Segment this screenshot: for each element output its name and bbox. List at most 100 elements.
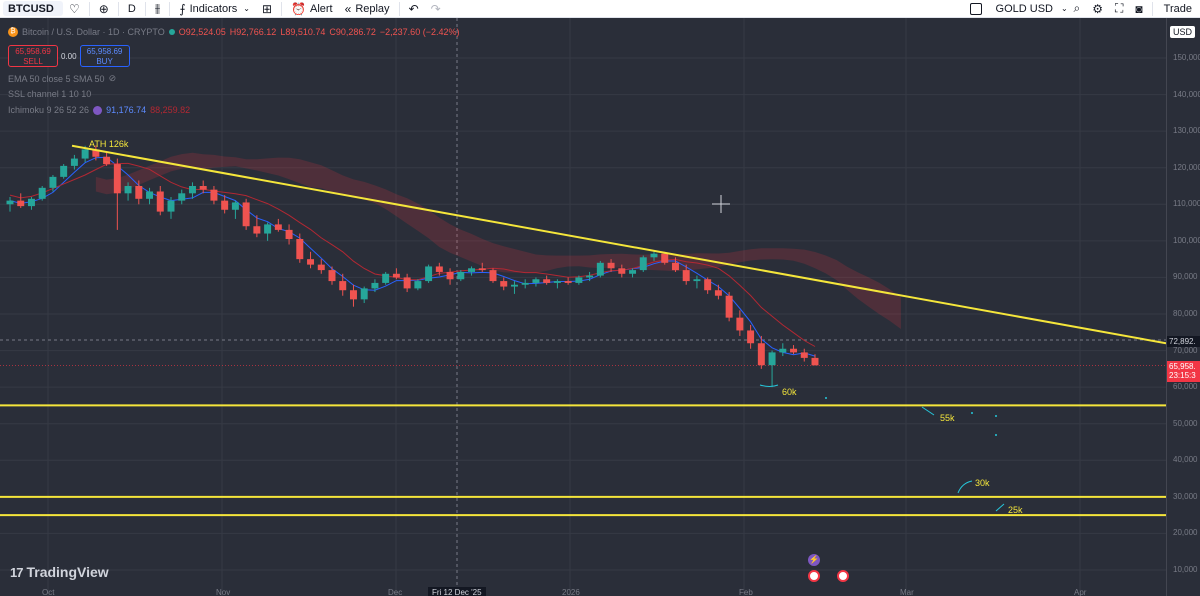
heart-icon[interactable]: ♡ [69,1,80,16]
candle-body [618,268,626,274]
candle-body [693,279,701,282]
symbol-legend[interactable]: ₿ Bitcoin / U.S. Dollar · 1D · CRYPTO O9… [8,27,459,37]
interval-button[interactable]: D [127,2,136,15]
us-flag-event-icon[interactable] [837,570,849,582]
price-tick: 20,000 [1173,528,1198,538]
alert-button[interactable]: ⏰ Alert [285,0,339,18]
candle-body [682,270,690,282]
candle-body [779,348,787,353]
trade-button[interactable]: Trade [1163,2,1192,15]
candle-body [564,281,572,283]
alert-label: Alert [310,2,333,15]
candle-body [113,164,121,194]
compare-symbol-label: GOLD USD [995,2,1053,15]
price-axis[interactable]: USD 150,000 140,000 130,000 120,000 110,000 1… [1166,18,1200,596]
replay-button[interactable]: « Replay [339,0,396,18]
crosshair-date-label: Fri 12 Dec '25 [428,587,486,596]
annotation-60k[interactable]: 60k [782,387,797,397]
currency-label[interactable]: USD [1170,26,1196,38]
compare-checkbox[interactable] [969,2,982,15]
candle-body [6,200,14,205]
dot-marker [995,415,997,417]
candle-body [188,186,196,194]
candle-body [629,270,637,274]
candles-icon[interactable]: ⫵ [154,1,161,15]
tradingview-wordmark: TradingView [26,564,109,580]
indicator-lines [9,156,816,357]
compare-plus-icon[interactable]: ⊕ [98,1,109,16]
chart-grid [0,18,1166,596]
candle-body [553,281,561,283]
ichimoku-value-2: 88,259.82 [150,105,191,115]
buy-button[interactable]: 65,958.69 BUY [79,45,130,67]
candle-body [457,271,465,280]
toolbar-right: GOLD USD ⌄ ⌕ ⚙ ⛶ ◙ Trade [969,0,1200,18]
annotation-ath[interactable]: ATH 126k [89,139,129,149]
annotation-25k[interactable]: 25k [1008,505,1023,515]
eye-hidden-icon[interactable]: ⊘ [108,73,117,83]
arrow-55k [921,406,935,416]
chart-pane[interactable]: ₿ Bitcoin / U.S. Dollar · 1D · CRYPTO O9… [0,18,1166,596]
candle-body [199,186,207,190]
compare-symbol-select[interactable]: GOLD USD ⌄ [990,0,1068,18]
sell-label: SELL [23,57,43,66]
price-tick: 140,000 [1173,89,1200,99]
candle-body [790,348,798,353]
candle-body [510,284,518,287]
ema-label: EMA 50 close 5 SMA 50 [8,73,105,84]
dot-marker [825,397,827,399]
indicators-button[interactable]: ⨍ Indicators ⌄ [173,0,256,18]
candle-body [92,149,100,157]
arrow-60k [759,384,779,387]
dot-marker [995,434,997,436]
candle-body [178,193,186,201]
redo-icon[interactable]: ↷ [430,1,441,16]
toolbar-divider [169,1,171,16]
chevron-down-icon: ⌄ [1060,4,1068,13]
annotation-55k[interactable]: 55k [940,413,955,423]
candle-body [81,149,89,159]
sell-price: 65,958.69 [15,47,51,56]
x-tick-dec: Dec [388,588,403,596]
candle-body [532,279,540,283]
conversion-line [9,156,816,357]
rewind-icon: « [344,1,352,16]
candle-body [489,270,497,282]
camera-icon[interactable]: ◙ [1135,1,1143,16]
drawings [71,144,1166,512]
lightning-event-icon[interactable]: ⚡ [808,554,820,566]
indicator-legend-ssl[interactable]: SSL channel 1 10 10 [8,89,91,99]
x-tick-mar: Mar [900,588,914,596]
gear-icon[interactable]: ⚙ [1092,1,1104,16]
alarm-clock-icon: ⏰ [291,1,306,16]
price-tick: 110,000 [1173,199,1200,209]
candle-body [360,288,368,300]
ichimoku-label: Ichimoku 9 26 52 26 [8,105,90,115]
candle-body [242,202,250,227]
price-tick: 10,000 [1173,565,1198,574]
price-tick: 50,000 [1173,418,1198,428]
us-flag-event-icon[interactable] [808,570,820,582]
tradingview-logo[interactable]: 17 TradingView [10,564,109,580]
candle-body [167,200,175,212]
candle-body [811,357,819,366]
arrow-25k [995,503,1005,512]
candle-body [210,189,218,201]
price-tick: 60,000 [1173,382,1198,392]
toolbar-divider [117,1,119,16]
sell-button[interactable]: 65,958.69 SELL [8,45,58,67]
replay-label: Replay [355,2,390,15]
candle-body [478,268,486,271]
indicator-legend-ichimoku[interactable]: Ichimoku 9 26 52 26 91,176.74 88,259.82 [8,105,190,115]
annotation-30k[interactable]: 30k [975,478,990,488]
fullscreen-icon[interactable]: ⛶ [1115,1,1124,15]
indicator-legend-ema[interactable]: EMA 50 close 5 SMA 50 ⊘ [8,73,116,84]
layout-grid-icon[interactable]: ⊞ [261,1,273,16]
price-tick: 40,000 [1173,455,1198,465]
candle-body [17,200,25,207]
quick-search-icon[interactable]: ⌕ [1073,1,1081,15]
symbol-search[interactable]: BTCUSD [3,1,63,16]
price-chart[interactable] [0,18,1166,596]
candle-body [317,264,325,271]
undo-icon[interactable]: ↶ [408,1,419,16]
